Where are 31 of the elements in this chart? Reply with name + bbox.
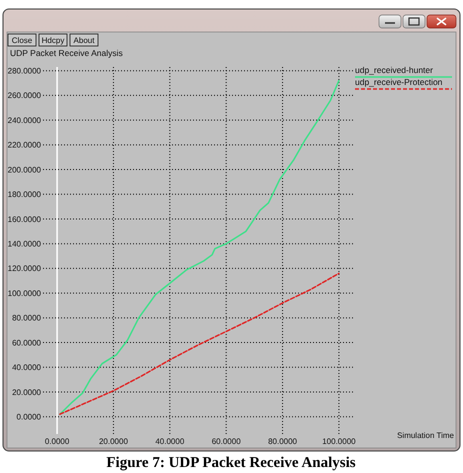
x-tick-label: 60.0000 bbox=[212, 437, 242, 446]
text: Hdcpy bbox=[42, 36, 64, 45]
x-tick-label: 40.0000 bbox=[155, 437, 185, 446]
y-tick-label: 160.0000 bbox=[8, 214, 42, 224]
text: udp_received-hunter bbox=[355, 65, 434, 75]
y-tick-label: 60.0000 bbox=[12, 338, 42, 348]
y-tick-label: 0.0000 bbox=[16, 412, 42, 422]
y-tick-label: 220.0000 bbox=[8, 140, 42, 150]
y-tick-label: 80.0000 bbox=[12, 314, 42, 323]
text: Simulation Time bbox=[397, 431, 455, 440]
text: About bbox=[74, 36, 96, 45]
chart-title: UDP Packet Receive Analysis bbox=[10, 48, 123, 58]
caption: Figure 7: UDP Packet Receive Analysis bbox=[106, 455, 356, 471]
y-tick-label: 120.0000 bbox=[8, 264, 42, 274]
x-tick-label: 80.0000 bbox=[268, 437, 298, 446]
text: udp_receive-Protection bbox=[355, 77, 443, 87]
y-tick-label: 20.0000 bbox=[12, 388, 42, 397]
y-tick-label: 200.0000 bbox=[8, 165, 42, 174]
line-series bbox=[59, 272, 340, 415]
x-tick-label: 0.0000 bbox=[44, 437, 70, 446]
text: Close bbox=[12, 36, 33, 45]
y-tick-label: 100.0000 bbox=[8, 288, 42, 298]
y-tick-label: 260.0000 bbox=[8, 91, 42, 100]
y-tick-label: 40.0000 bbox=[12, 363, 42, 372]
y-tick-label: 140.0000 bbox=[8, 240, 42, 249]
x-tick-label: 20.0000 bbox=[98, 437, 128, 446]
y-tick-label: 280.0000 bbox=[8, 66, 42, 76]
y-tick-label: 240.0000 bbox=[8, 116, 42, 125]
x-tick-label: 100.0000 bbox=[322, 437, 356, 446]
line-series bbox=[59, 80, 340, 415]
y-tick-label: 180.0000 bbox=[8, 190, 42, 200]
